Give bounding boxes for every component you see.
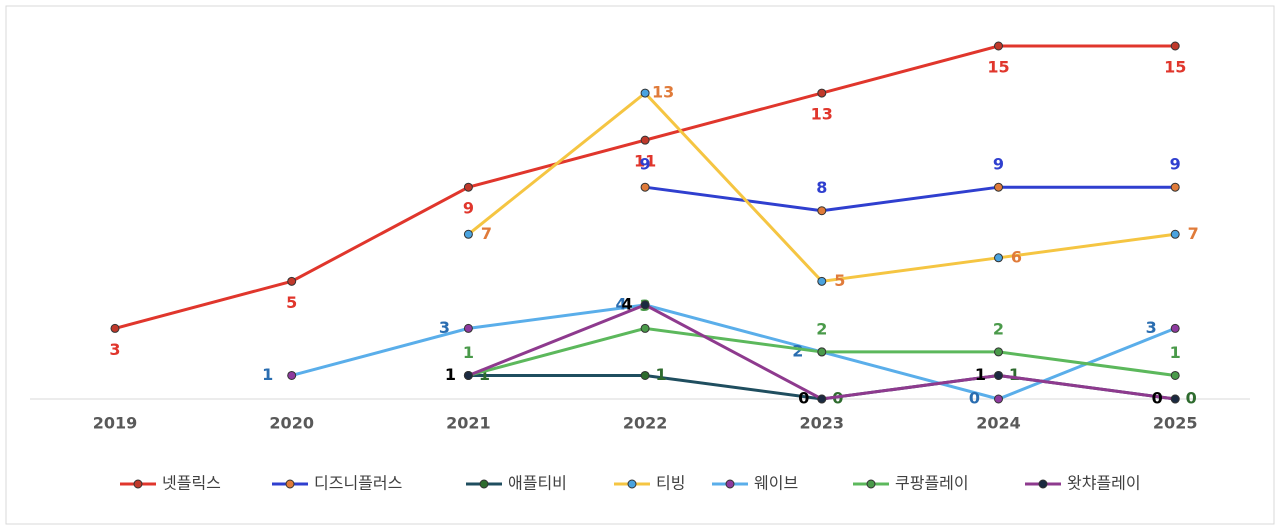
x-tick-label: 2020	[269, 414, 314, 433]
data-label: 1	[1009, 365, 1020, 384]
point	[640, 135, 650, 145]
data-label: 1	[479, 365, 490, 384]
data-label: 0	[798, 389, 809, 408]
data-label: 9	[1170, 155, 1181, 174]
data-label: 11	[634, 152, 656, 171]
data-label: 7	[481, 224, 492, 243]
data-label: 2	[792, 341, 803, 360]
series-line	[291, 303, 1176, 401]
data-label: 3	[439, 318, 450, 337]
data-label: 9	[640, 155, 651, 174]
point	[994, 370, 1003, 380]
data-label: 13	[811, 105, 833, 124]
point	[994, 253, 1003, 263]
point	[640, 182, 650, 192]
data-label: 15	[1164, 58, 1186, 77]
legend-label: 디즈니플러스	[314, 474, 402, 493]
point	[463, 229, 473, 239]
data-label: 13	[652, 83, 674, 102]
point	[817, 206, 827, 216]
legend-label: 웨이브	[754, 474, 798, 493]
point	[994, 347, 1003, 357]
point	[1170, 394, 1180, 404]
point	[287, 276, 297, 286]
point	[640, 370, 650, 380]
legend-marker	[1038, 479, 1048, 489]
data-label: 8	[816, 178, 827, 197]
legend-label: 넷플릭스	[162, 474, 221, 493]
data-label: 0	[1152, 389, 1163, 408]
x-tick-label: 2024	[976, 414, 1021, 433]
point	[1170, 182, 1180, 192]
x-tick-label: 2021	[446, 414, 491, 433]
data-label: 3	[1146, 318, 1157, 337]
data-label: 5	[834, 271, 845, 290]
data-label: 5	[286, 293, 297, 312]
legend-marker	[479, 479, 489, 489]
point	[1170, 229, 1180, 239]
point	[1170, 41, 1180, 51]
data-label: 0	[969, 389, 980, 408]
data-label: 7	[1188, 224, 1199, 243]
series-line	[644, 185, 1176, 213]
point	[817, 394, 827, 404]
legend-label: 왓챠플레이	[1067, 474, 1141, 493]
legend-label: 티빙	[656, 474, 685, 493]
point	[817, 88, 827, 98]
legend-marker	[866, 479, 876, 489]
point	[817, 276, 827, 286]
point	[640, 300, 650, 310]
legend-marker	[627, 479, 637, 489]
x-tick-label: 2022	[623, 414, 668, 433]
data-label: 1	[262, 365, 273, 384]
point	[817, 347, 827, 357]
data-label: 2	[993, 319, 1004, 338]
point	[463, 323, 473, 333]
point	[640, 88, 650, 98]
legend-label: 애플티비	[508, 474, 567, 493]
point	[463, 370, 473, 380]
point	[994, 41, 1003, 51]
x-tick-label: 2023	[800, 414, 845, 433]
point	[1170, 323, 1180, 333]
data-label: 1	[656, 365, 667, 384]
point	[994, 394, 1003, 404]
data-label: 3	[109, 340, 120, 359]
data-label: 1	[1170, 343, 1181, 362]
point	[1170, 370, 1180, 380]
data-label: 4	[622, 294, 633, 313]
legend-marker	[133, 479, 143, 489]
x-tick-label: 2025	[1153, 414, 1198, 433]
point	[640, 323, 650, 333]
x-tick-label: 2019	[93, 414, 138, 433]
data-label: 1	[975, 365, 986, 384]
legend-marker	[725, 479, 735, 489]
point	[994, 182, 1003, 192]
data-label: 1	[445, 365, 456, 384]
data-label: 9	[993, 155, 1004, 174]
data-label: 15	[987, 58, 1009, 77]
legend-marker	[285, 479, 295, 489]
point	[287, 370, 297, 380]
legend-label: 쿠팡플레이	[895, 474, 969, 493]
data-label: 0	[1186, 389, 1197, 408]
point	[463, 182, 473, 192]
data-label: 1	[463, 343, 474, 362]
data-label: 6	[1011, 247, 1022, 266]
point	[110, 323, 120, 333]
frame	[5, 5, 1275, 525]
data-label: 9	[463, 199, 474, 218]
data-label: 4	[616, 294, 627, 313]
data-label: 2	[816, 319, 827, 338]
